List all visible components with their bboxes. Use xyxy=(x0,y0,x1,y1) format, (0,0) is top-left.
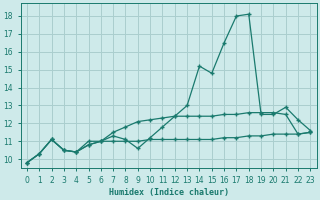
X-axis label: Humidex (Indice chaleur): Humidex (Indice chaleur) xyxy=(108,188,228,197)
